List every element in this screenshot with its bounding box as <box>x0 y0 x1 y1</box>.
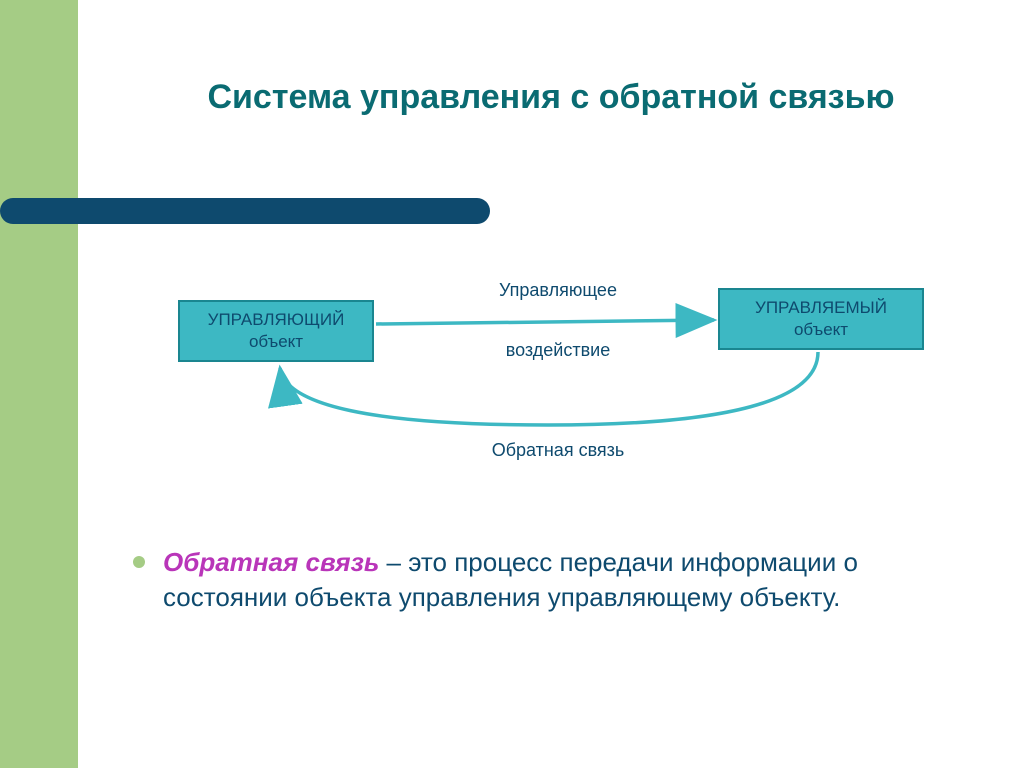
node-controller-line1: УПРАВЛЯЮЩИЙ <box>208 309 345 331</box>
content-area: Система управления с обратной связью УПР… <box>78 0 1024 768</box>
forward-arrow <box>376 320 714 324</box>
node-controlled-line1: УПРАВЛЯЕМЫЙ <box>755 297 887 319</box>
flowchart-diagram: УПРАВЛЯЮЩИЙ объект УПРАВЛЯЕМЫЙ объект Уп… <box>118 280 984 500</box>
node-controller: УПРАВЛЯЮЩИЙ объект <box>178 300 374 362</box>
node-controlled-line2: объект <box>794 319 848 341</box>
node-controlled: УПРАВЛЯЕМЫЙ объект <box>718 288 924 350</box>
feedback-arrow <box>280 352 818 425</box>
edge-label-forward-top: Управляющее <box>468 280 648 301</box>
definition-term: Обратная связь <box>163 547 379 577</box>
node-controller-line2: объект <box>249 331 303 353</box>
definition-section: Обратная связь – это процесс передачи ин… <box>133 545 969 615</box>
bullet-dot-icon <box>133 556 145 568</box>
decorative-sidebar <box>0 0 78 768</box>
decorative-bar <box>0 198 490 224</box>
slide-title: Система управления с обратной связью <box>78 0 1024 139</box>
bullet-item: Обратная связь – это процесс передачи ин… <box>133 545 969 615</box>
definition-text: Обратная связь – это процесс передачи ин… <box>163 545 969 615</box>
edge-label-forward-bottom: воздействие <box>478 340 638 361</box>
edge-label-feedback: Обратная связь <box>468 440 648 461</box>
